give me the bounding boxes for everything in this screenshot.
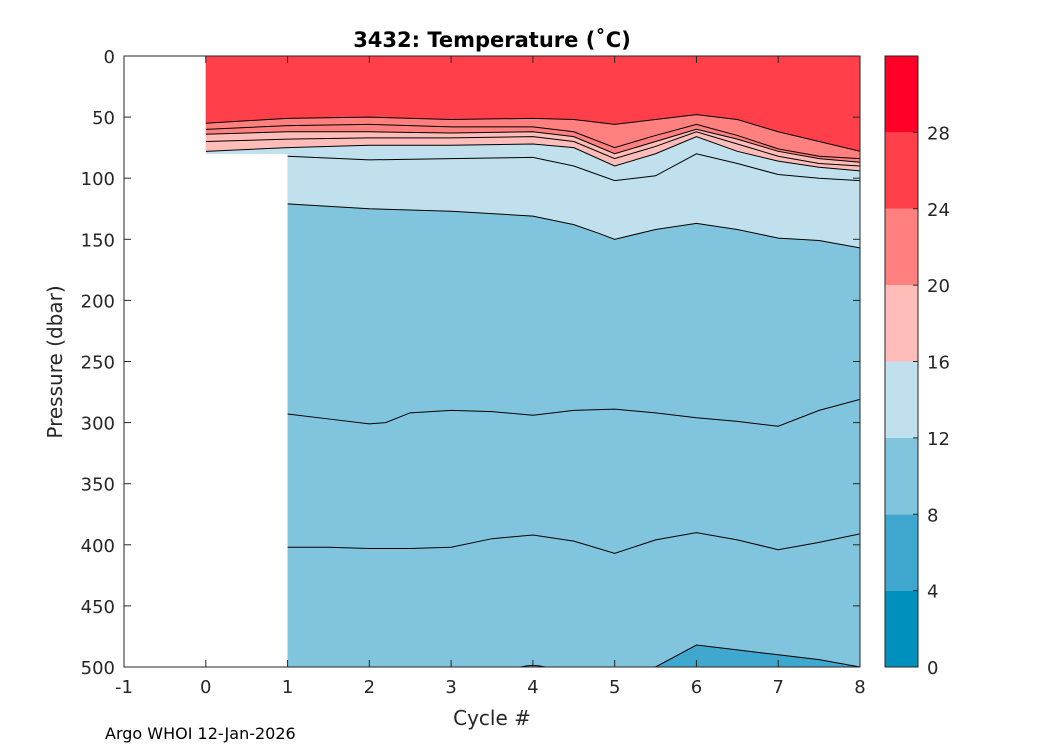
isotherm-9 — [287, 532, 860, 554]
x-tick-label: 1 — [282, 677, 293, 698]
band-fill-24-28 — [205, 56, 860, 152]
contour-fills — [205, 56, 860, 667]
colorbar: 0 4 8 12 16 20 24 28 — [884, 55, 950, 679]
x-tick-label: 5 — [609, 677, 620, 698]
colorbar-band-16-20 — [885, 285, 918, 362]
isotherm-18 — [205, 131, 860, 167]
isotherm-14 — [287, 153, 860, 182]
band-fill-4-8 — [655, 645, 860, 667]
colorbar-tick-label: 0 — [927, 658, 938, 679]
colorbar-tick-label: 16 — [927, 353, 950, 374]
y-tick-label: 450 — [81, 597, 115, 618]
isotherm-24 — [205, 114, 860, 152]
colorbar-tick-label: 4 — [927, 582, 938, 603]
colorbar-band-8-12 — [885, 437, 918, 515]
y-tick-label: 100 — [81, 169, 115, 190]
y-tick-label: 250 — [81, 353, 115, 374]
footer-credit: Argo WHOI 12-Jan-2026 — [105, 724, 296, 743]
colorbar-tick-label: 24 — [927, 200, 950, 221]
x-tick-label: 4 — [527, 677, 538, 698]
colorbar-tick-label: 12 — [927, 429, 950, 450]
colorbar-band-4-8 — [885, 514, 918, 591]
y-tick-label: 350 — [81, 475, 115, 496]
x-tick-label: -1 — [115, 677, 133, 698]
y-tick-label: 200 — [81, 291, 115, 312]
x-tick-label: 3 — [445, 677, 456, 698]
plot-area — [124, 56, 860, 667]
isotherm-10 — [287, 398, 860, 427]
x-axis-label: Cycle # — [453, 706, 531, 730]
isotherm-12 — [287, 203, 860, 249]
x-tick-label: 6 — [691, 677, 702, 698]
x-tick-label: 7 — [772, 677, 783, 698]
y-tick-label: 50 — [92, 108, 115, 129]
colorbar-band-28-32 — [885, 56, 918, 133]
x-tick-label: 0 — [200, 677, 211, 698]
x-tick-label: 2 — [364, 677, 375, 698]
y-tick-label: 500 — [81, 658, 115, 679]
colorbar-tick-label: 8 — [927, 505, 938, 526]
isotherm-16 — [205, 136, 860, 172]
isotherm-8 — [655, 644, 860, 667]
colorbar-band-12-16 — [885, 361, 918, 438]
y-tick-label: 400 — [81, 536, 115, 557]
colorbar-band-24-28 — [885, 132, 918, 209]
y-tick-label: 300 — [81, 414, 115, 435]
y-axis-label: Pressure (dbar) — [43, 285, 67, 438]
isotherm-20 — [205, 128, 860, 163]
x-tick-label: 8 — [854, 677, 865, 698]
colorbar-tick-label: 20 — [927, 276, 950, 297]
colorbar-band-20-24 — [885, 208, 918, 286]
y-tick-label: 0 — [104, 47, 115, 68]
colorbar-band-0-4 — [885, 590, 918, 667]
chart-title: 3432: Temperature (˚C) — [353, 28, 631, 52]
isotherm-22 — [205, 123, 860, 160]
y-tick-label: 150 — [81, 230, 115, 251]
colorbar-tick-label: 28 — [927, 123, 950, 144]
axes: -1 0 1 2 3 4 5 6 7 8 0 50 100 150 200 250 300 350 400 450 50… — [81, 47, 866, 698]
